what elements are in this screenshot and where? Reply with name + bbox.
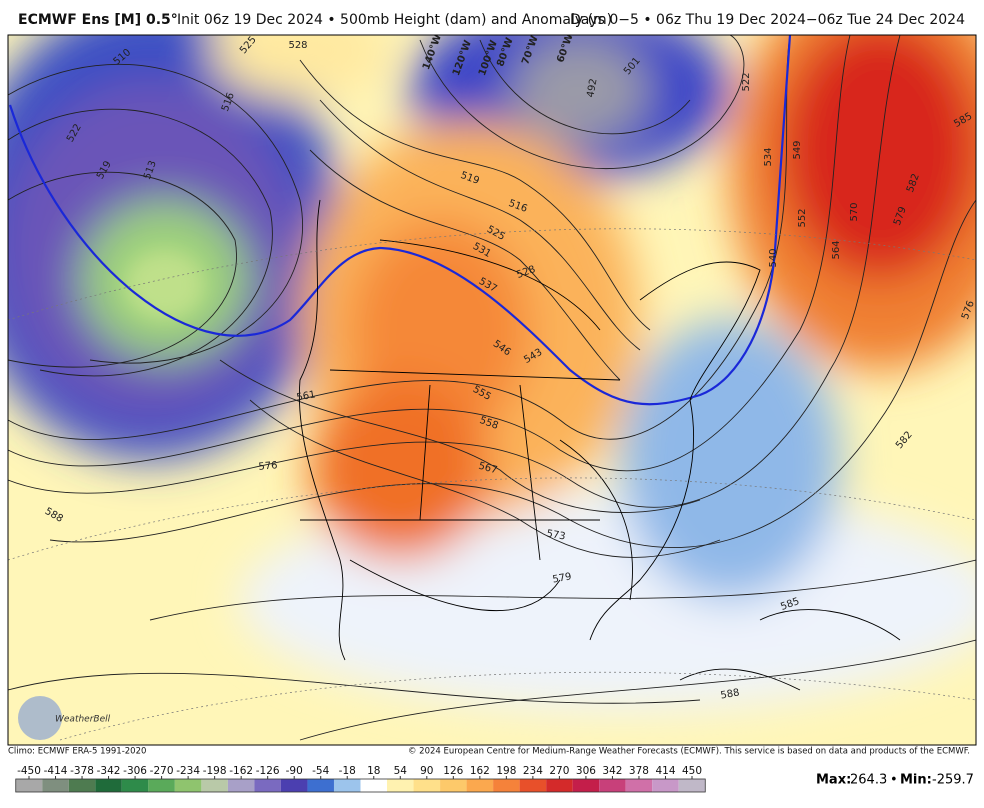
colorbar-tick-label: 306 bbox=[576, 765, 596, 777]
colorbar-tick-label: -126 bbox=[256, 765, 280, 777]
colorbar-cell bbox=[174, 779, 202, 792]
contour-label: 576 bbox=[258, 460, 278, 473]
contour-label: 567 bbox=[477, 461, 498, 477]
stats-separator: • bbox=[890, 773, 898, 788]
contour-label: 573 bbox=[546, 528, 567, 542]
min-label: Min: bbox=[900, 773, 932, 788]
colorbar-cell bbox=[68, 779, 96, 792]
contour-label: 522 bbox=[741, 72, 752, 91]
colorbar-tick-label: 378 bbox=[629, 765, 649, 777]
colorbar-cell bbox=[678, 779, 706, 792]
colorbar-cell bbox=[519, 779, 547, 792]
colorbar-tick-label: -54 bbox=[312, 765, 329, 777]
contour-label: 528 bbox=[288, 40, 307, 51]
colorbar-tick-label: -414 bbox=[44, 765, 68, 777]
colorbar-cell bbox=[201, 779, 228, 792]
colorbar-cell bbox=[652, 779, 679, 792]
colorbar-tick-label: 234 bbox=[523, 765, 543, 777]
colorbar-tick-label: 90 bbox=[420, 765, 433, 777]
colorbar-cell bbox=[227, 779, 255, 792]
contour-label: 492 bbox=[585, 78, 599, 99]
reference-contour bbox=[8, 35, 792, 406]
colorbar-cell bbox=[625, 779, 653, 792]
colorbar-tick-label: -450 bbox=[17, 765, 41, 777]
copyright: © 2024 European Centre for Medium-Range … bbox=[408, 747, 970, 757]
contour-label: 570 bbox=[849, 202, 860, 221]
colorbar-cell bbox=[307, 779, 334, 792]
colorbar-tick-label: -18 bbox=[339, 765, 356, 777]
colorbar-tick-label: 126 bbox=[443, 765, 463, 777]
colorbar-cell bbox=[121, 779, 149, 792]
title: ECMWF Ens [M] 0.5° bbox=[18, 12, 178, 28]
contour-label: 540 bbox=[768, 248, 779, 267]
min-value: -259.7 bbox=[932, 773, 974, 788]
colorbar-cell bbox=[95, 779, 122, 792]
colorbar-tick-label: -342 bbox=[97, 765, 121, 777]
colorbar-tick-label: 18 bbox=[367, 765, 380, 777]
climo-note: Climo: ECMWF ERA-5 1991-2020 bbox=[8, 747, 146, 757]
colorbar-cell bbox=[360, 779, 388, 792]
colorbar-cell bbox=[493, 779, 520, 792]
logo: WeatherBell bbox=[55, 715, 111, 725]
contour-label: 588 bbox=[720, 687, 741, 701]
contour-label: 534 bbox=[763, 147, 774, 166]
colorbar-tick-label: 342 bbox=[602, 765, 622, 777]
colorbar-cell bbox=[572, 779, 600, 792]
contour-label: 552 bbox=[797, 208, 808, 227]
contour-label: 579 bbox=[552, 571, 573, 585]
contour-label: 549 bbox=[792, 140, 803, 159]
colorbar-tick-label: 270 bbox=[549, 765, 569, 777]
colorbar-tick-label: 414 bbox=[655, 765, 675, 777]
colorbar-tick-label: -306 bbox=[123, 765, 147, 777]
colorbar-tick-label: -270 bbox=[150, 765, 174, 777]
colorbar-tick-label: -162 bbox=[229, 765, 253, 777]
colorbar-cell bbox=[546, 779, 573, 792]
colorbar-tick-label: 162 bbox=[470, 765, 490, 777]
colorbar-cell bbox=[42, 779, 69, 792]
colorbar-cell bbox=[599, 779, 626, 792]
subtitle: Init 06z 19 Dec 2024 • 500mb Height (dam… bbox=[177, 12, 612, 28]
contour-label: 564 bbox=[831, 240, 842, 259]
colorbar-cell bbox=[440, 779, 467, 792]
colorbar-tick-label: -90 bbox=[286, 765, 303, 777]
colorbar-cell bbox=[15, 779, 43, 792]
colorbar-cell bbox=[148, 779, 175, 792]
colorbar-tick-label: -378 bbox=[70, 765, 94, 777]
colorbar-frame bbox=[15, 778, 706, 793]
borders bbox=[298, 199, 901, 691]
max-value: 264.3 bbox=[850, 773, 887, 788]
colorbar-tick-label: 54 bbox=[394, 765, 408, 777]
colorbar-cell bbox=[254, 779, 281, 792]
colorbar-tick-label: 198 bbox=[496, 765, 516, 777]
colorbar-cell bbox=[387, 779, 414, 792]
contour-label: 561 bbox=[296, 389, 317, 403]
colorbar-tick-label: -234 bbox=[176, 765, 200, 777]
colorbar-cell bbox=[333, 779, 361, 792]
colorbar-cell bbox=[413, 779, 441, 792]
valid-time: Days 0−5 • 06z Thu 19 Dec 2024−06z Tue 2… bbox=[570, 12, 965, 28]
max-label: Max: bbox=[816, 773, 851, 788]
colorbar-cell bbox=[466, 779, 494, 792]
colorbar-cell bbox=[280, 779, 308, 792]
colorbar-tick-label: 450 bbox=[682, 765, 702, 777]
colorbar-tick-label: -198 bbox=[203, 765, 227, 777]
contour-label: 576 bbox=[960, 299, 977, 321]
